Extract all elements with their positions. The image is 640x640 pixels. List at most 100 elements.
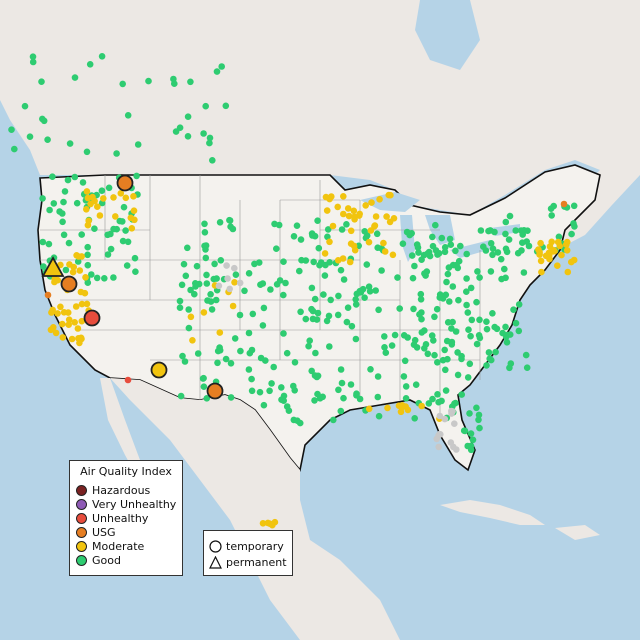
station-good <box>327 296 335 304</box>
station-good <box>297 308 304 316</box>
station-no-data <box>223 262 230 269</box>
station-good <box>494 249 502 256</box>
station-moderate <box>122 194 130 202</box>
station-good <box>442 366 449 374</box>
station-moderate <box>537 239 544 247</box>
station-good <box>110 274 117 281</box>
station-good <box>98 187 106 194</box>
legend-label: temporary <box>226 539 284 553</box>
station-good <box>297 236 305 243</box>
hispaniola-land <box>555 525 600 540</box>
station-good <box>314 372 322 380</box>
station-good <box>570 202 578 210</box>
station-good <box>448 341 456 348</box>
station-good <box>227 394 235 401</box>
station-good <box>248 346 256 354</box>
station-good <box>194 350 202 357</box>
circle-icon <box>209 539 222 553</box>
station-good <box>452 399 459 407</box>
station-good <box>245 329 253 337</box>
station-no-data <box>231 264 238 272</box>
station-good <box>446 298 453 305</box>
station-good <box>73 199 81 207</box>
station-good <box>11 145 18 153</box>
station-moderate <box>404 406 412 414</box>
station-good <box>466 360 474 368</box>
station-moderate <box>83 188 91 195</box>
station-good <box>280 291 287 299</box>
station-good <box>110 225 117 233</box>
station-no-data <box>226 285 233 293</box>
station-good <box>476 316 483 324</box>
station-good <box>290 233 298 240</box>
station-good <box>467 442 475 450</box>
station-good <box>316 261 323 269</box>
large-markers <box>41 174 224 400</box>
station-good <box>296 419 304 427</box>
station-moderate <box>339 255 347 262</box>
station-good <box>485 349 493 356</box>
station-good <box>280 258 287 266</box>
station-no-data <box>437 431 444 438</box>
station-good <box>29 58 37 66</box>
station-good <box>412 381 420 389</box>
legend-label: Moderate <box>92 539 145 553</box>
triangle-icon <box>209 555 222 569</box>
station-good <box>502 230 509 238</box>
station-good <box>417 290 425 298</box>
station-no-data <box>450 443 457 451</box>
station-good <box>123 262 131 269</box>
station-good <box>270 363 278 371</box>
station-good <box>423 268 431 275</box>
station-good <box>259 280 267 287</box>
station-good <box>60 198 67 206</box>
station-good <box>320 291 327 298</box>
station-good <box>251 260 258 268</box>
station-moderate <box>345 212 353 220</box>
station-good <box>449 283 457 290</box>
station-good <box>91 225 98 232</box>
station-good <box>309 315 317 323</box>
station-usg <box>44 291 52 299</box>
station-moderate <box>76 339 83 347</box>
station-good <box>176 297 184 305</box>
station-good <box>308 284 316 292</box>
station-good <box>283 349 291 357</box>
station-good <box>493 325 501 333</box>
station-good <box>291 359 299 366</box>
station-good <box>214 359 221 367</box>
station-good <box>476 274 483 281</box>
station-good <box>429 395 436 403</box>
station-good <box>302 257 310 264</box>
station-good <box>40 117 48 125</box>
station-good <box>256 388 264 396</box>
station-good <box>296 267 303 275</box>
station-good <box>182 272 190 280</box>
legend-label: Hazardous <box>92 483 151 497</box>
station-good <box>273 245 280 252</box>
station-moderate <box>54 276 62 284</box>
station-good <box>400 332 408 339</box>
station-moderate <box>216 329 224 336</box>
station-good <box>441 346 449 354</box>
station-good <box>431 313 438 321</box>
station-good <box>46 206 53 214</box>
station-good <box>408 252 416 259</box>
station-moderate <box>76 267 84 274</box>
station-moderate <box>69 268 77 276</box>
legend-label: Unhealthy <box>92 511 149 525</box>
station-good <box>548 212 555 219</box>
station-good <box>187 78 194 86</box>
legend-item-very-unhealthy: Very Unhealthy <box>76 497 176 511</box>
station-moderate <box>537 257 545 265</box>
station-moderate <box>347 227 355 235</box>
station-moderate <box>60 309 68 316</box>
station-good <box>466 410 473 417</box>
station-good <box>178 281 186 289</box>
legend-label: USG <box>92 525 116 539</box>
station-good <box>324 233 331 241</box>
station-moderate <box>59 320 66 328</box>
station-moderate <box>323 207 331 214</box>
station-good <box>434 359 441 366</box>
station-good <box>212 296 220 304</box>
